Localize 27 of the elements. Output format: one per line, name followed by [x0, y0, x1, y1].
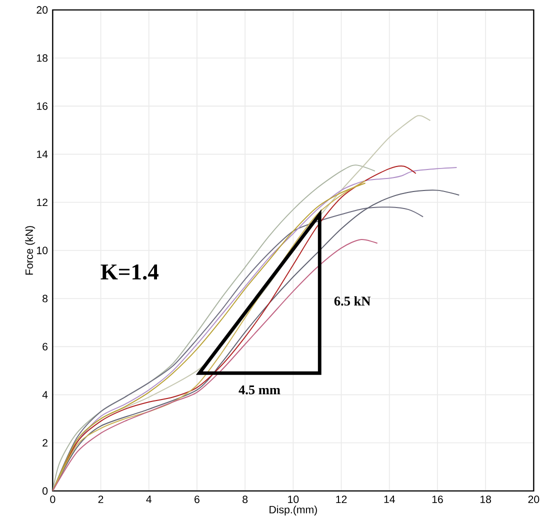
x-tick-label: 20	[528, 496, 540, 504]
annotation: K=1.4	[100, 264, 158, 280]
y-tick-label: 16	[37, 102, 48, 110]
y-tick-label: 0	[42, 487, 48, 495]
y-tick-label: 14	[37, 150, 48, 158]
x-tick-label: 2	[98, 496, 104, 504]
y-tick-label: 2	[42, 439, 48, 447]
x-tick-label: 8	[242, 496, 248, 504]
x-tick-label: 10	[288, 496, 299, 504]
y-tick-label: 8	[42, 294, 48, 302]
x-axis-title: Disp.(mm)	[270, 506, 317, 516]
x-tick-label: 0	[50, 496, 56, 504]
x-tick-label: 12	[336, 496, 347, 504]
annotation: 4.5 mm	[238, 386, 280, 395]
y-tick-label: 4	[42, 391, 48, 399]
y-tick-label: 10	[37, 246, 48, 254]
y-tick-label: 18	[37, 54, 48, 62]
y-tick-label: 6	[42, 343, 48, 351]
y-tick-label: 12	[37, 198, 48, 206]
y-tick-label: 20	[36, 6, 48, 14]
x-tick-label: 6	[194, 496, 200, 504]
y-axis-title: Force (kN)	[25, 226, 36, 275]
x-tick-label: 16	[432, 496, 443, 504]
x-tick-label: 14	[384, 496, 395, 504]
x-tick-label: 18	[480, 496, 492, 504]
annotation: 6.5 kN	[334, 296, 371, 306]
x-tick-label: 4	[146, 496, 152, 504]
